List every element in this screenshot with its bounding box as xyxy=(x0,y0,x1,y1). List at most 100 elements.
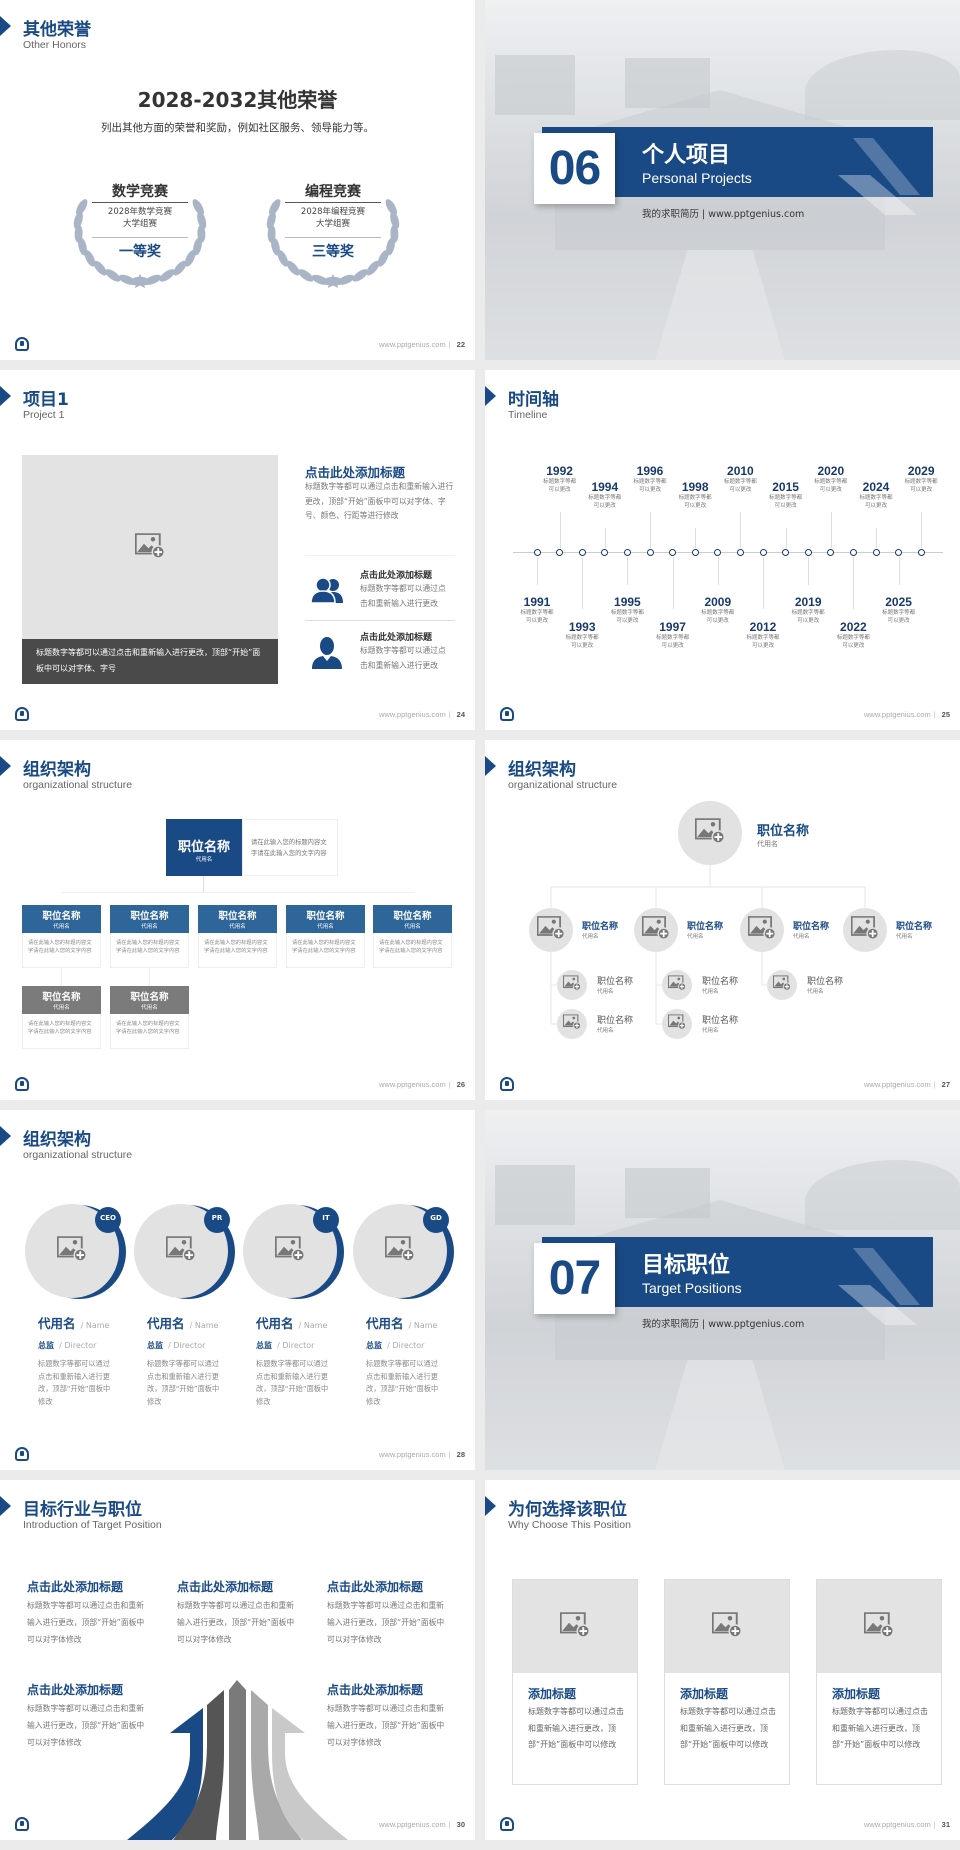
header-arrow-icon xyxy=(485,386,496,406)
event-year: 2012 xyxy=(749,620,777,634)
event-line: 标题数字等都 xyxy=(565,635,599,641)
org-position-box[interactable]: 职位名称 代用名 请在此输入您的标题内容文字请在此输入您的文字内容 xyxy=(110,986,189,1049)
footer-url: www.pptgenius.com xyxy=(379,1450,446,1459)
text-block: 点击此处添加标题 标题数字等都可以通过点击和重新输入进行更改，顶部“开始”面板中可… xyxy=(327,1578,449,1648)
photo-placeholder[interactable] xyxy=(662,1009,692,1039)
timeline-node-icon[interactable] xyxy=(827,548,835,556)
reason-card[interactable]: 添加标题 标题数字等都可以通过点击和重新输入进行更改，顶部“开始”面板中可以修改 xyxy=(512,1579,638,1785)
event-line: 标题数字等都 xyxy=(814,479,848,485)
slide-project-1[interactable]: 项目1 Project 1 标题数字等都可以通过点击和重新输入进行更改，顶部“开… xyxy=(0,370,475,730)
event-line: 可以更改 xyxy=(548,487,571,493)
timeline-node-icon[interactable] xyxy=(533,548,541,556)
timeline-label: 1998 标题数字等都 可以更改 xyxy=(665,480,725,510)
position-name: 职位名称 xyxy=(42,911,81,922)
event-year: 1995 xyxy=(614,595,641,609)
connector-line xyxy=(740,512,742,548)
slide-target-position[interactable]: 目标行业与职位 Introduction of Target Position … xyxy=(0,1480,475,1840)
photo-placeholder[interactable] xyxy=(557,1009,587,1039)
decorative-stripes xyxy=(838,1248,920,1325)
image-placeholder[interactable] xyxy=(817,1580,941,1673)
timeline-node-icon[interactable] xyxy=(578,548,586,556)
position-alias: 代用名 xyxy=(582,933,599,940)
honors-heading: 2028-2032其他荣誉 xyxy=(137,88,338,112)
connector-line xyxy=(61,967,62,986)
position-alias: 代用名 xyxy=(53,1005,70,1011)
photo-placeholder[interactable] xyxy=(634,908,678,952)
school-logo-icon xyxy=(15,1077,29,1091)
position-alias: 代用名 xyxy=(597,988,614,995)
footer-url: www.pptgenius.com xyxy=(379,710,446,719)
event-year: 1993 xyxy=(568,620,596,634)
text-block: 点击此处添加标题 标题数字等都可以通过点击和重新输入进行更改，顶部“开始”面板中可… xyxy=(27,1681,149,1751)
growth-arrows-graphic xyxy=(127,1680,348,1840)
member-photo[interactable]: CEO xyxy=(17,1196,132,1311)
event-text: 标题数字等都 可以更改 xyxy=(552,634,612,650)
timeline-label: 2022 标题数字等都 可以更改 xyxy=(823,620,883,650)
slide-why-choose[interactable]: 为何选择该职位 Why Choose This Position 添加标题 标题… xyxy=(485,1480,960,1840)
timeline-node-icon[interactable] xyxy=(895,548,903,556)
reason-card[interactable]: 添加标题 标题数字等都可以通过点击和重新输入进行更改，顶部“开始”面板中可以修改 xyxy=(664,1579,790,1785)
photo-placeholder[interactable] xyxy=(557,970,587,1000)
award-line: 大学组赛 xyxy=(315,219,350,229)
slide-section-06[interactable]: 06 个人项目 Personal Projects 我的求职简历 | www.p… xyxy=(485,0,960,360)
org-position-box[interactable]: 职位名称 代用名 请在此输入您的标题内容文字请在此输入您的文字内容 xyxy=(22,905,101,968)
award-prize: 三等奖 xyxy=(312,244,354,260)
org-position-box[interactable]: 职位名称 代用名 请在此输入您的标题内容文字请在此输入您的文字内容 xyxy=(22,986,101,1049)
org-position-box[interactable]: 职位名称 代用名 请在此输入您的标题内容文字请在此输入您的文字内容 xyxy=(198,905,277,968)
connector-line xyxy=(898,557,900,585)
member-photo[interactable]: GD xyxy=(345,1196,460,1311)
position-name: 职位名称 xyxy=(597,976,634,987)
photo-placeholder[interactable] xyxy=(767,970,797,1000)
photo-placeholder[interactable] xyxy=(662,970,692,1000)
org-position-box[interactable]: 职位名称 代用名 请在此输入您的标题内容文字请在此输入您的文字内容 xyxy=(373,905,452,968)
divider xyxy=(305,620,455,621)
timeline-node-icon[interactable] xyxy=(782,548,790,556)
member-name-en: / Name xyxy=(80,1321,110,1330)
member-photo[interactable]: PR xyxy=(126,1196,241,1311)
timeline-label: 2025 标题数字等都 可以更改 xyxy=(869,595,929,625)
org-position-box[interactable]: 职位名称 代用名 请在此输入您的标题内容文字请在此输入您的文字内容 xyxy=(110,905,189,968)
position-header: 职位名称 代用名 xyxy=(110,905,189,933)
event-line: 可以更改 xyxy=(842,643,865,649)
image-placeholder[interactable] xyxy=(513,1580,637,1673)
photo-placeholder[interactable] xyxy=(678,801,742,865)
timeline-node-icon[interactable] xyxy=(669,548,677,556)
block-text: 标题数字等都可以通过点击和重新输入进行更改，顶部“开始”面板中可以对字体修改 xyxy=(327,1601,445,1644)
timeline-node-icon[interactable] xyxy=(646,548,654,556)
block-heading: 点击此处添加标题 xyxy=(27,1683,124,1697)
image-placeholder[interactable] xyxy=(665,1580,789,1673)
org-top-box[interactable]: 职位名称 代用名 xyxy=(166,819,242,876)
slide-other-honors[interactable]: 其他荣誉 Other Honors 2028-2032其他荣誉 列出其他方面的荣… xyxy=(0,0,475,360)
timeline-node-icon[interactable] xyxy=(872,548,880,556)
position-name: 职位名称 xyxy=(218,911,257,922)
timeline-node-icon[interactable] xyxy=(804,548,812,556)
timeline-node-icon[interactable] xyxy=(917,548,925,556)
timeline-node-icon[interactable] xyxy=(623,548,631,556)
slide-subtitle: organizational structure xyxy=(508,779,618,791)
timeline-node-icon[interactable] xyxy=(759,548,767,556)
slide-timeline[interactable]: 时间轴 Timeline 1991 标题数字等都 可以更改 1992 标题数字等都 可以更… xyxy=(485,370,960,730)
position-header: 职位名称 代用名 xyxy=(286,905,365,933)
timeline-node-icon[interactable] xyxy=(849,548,857,556)
section-subtitle: Target Positions xyxy=(642,1280,742,1296)
timeline-events: 1991 标题数字等都 可以更改 1992 标题数字等都 可以更改 1993 标题数字等都 可以… xyxy=(485,370,960,730)
award-detail: 2028年编程竞赛 大学组赛 xyxy=(248,206,418,230)
photo-placeholder[interactable] xyxy=(529,908,573,952)
slide-section-07[interactable]: 07 目标职位 Target Positions 我的求职简历 | www.pp… xyxy=(485,1110,960,1470)
event-line: 可以更改 xyxy=(593,503,616,509)
timeline-node-icon[interactable] xyxy=(736,548,744,556)
org-position-box[interactable]: 职位名称 代用名 请在此输入您的标题内容文字请在此输入您的文字内容 xyxy=(286,905,365,968)
member-photo[interactable]: IT xyxy=(235,1196,350,1311)
timeline-node-icon[interactable] xyxy=(714,548,722,556)
slide-org-structure-boxes[interactable]: 组织架构 organizational structure 职位名称 代用名 请… xyxy=(0,740,475,1100)
footer: www.pptgenius.com | 27 xyxy=(864,1080,950,1089)
slide-org-structure-team[interactable]: 组织架构 organizational structure CEO 代用名 / N… xyxy=(0,1110,475,1470)
timeline-node-icon[interactable] xyxy=(691,548,699,556)
photo-placeholder[interactable] xyxy=(740,908,784,952)
timeline-node-icon[interactable] xyxy=(556,548,564,556)
laurel-wreath-icon xyxy=(73,199,207,288)
photo-placeholder[interactable] xyxy=(843,908,887,952)
timeline-node-icon[interactable] xyxy=(601,548,609,556)
reason-card[interactable]: 添加标题 标题数字等都可以通过点击和重新输入进行更改，顶部“开始”面板中可以修改 xyxy=(816,1579,942,1785)
slide-org-structure-circles[interactable]: 组织架构 organizational structure 职位名称 代用名 职位名… xyxy=(485,740,960,1100)
